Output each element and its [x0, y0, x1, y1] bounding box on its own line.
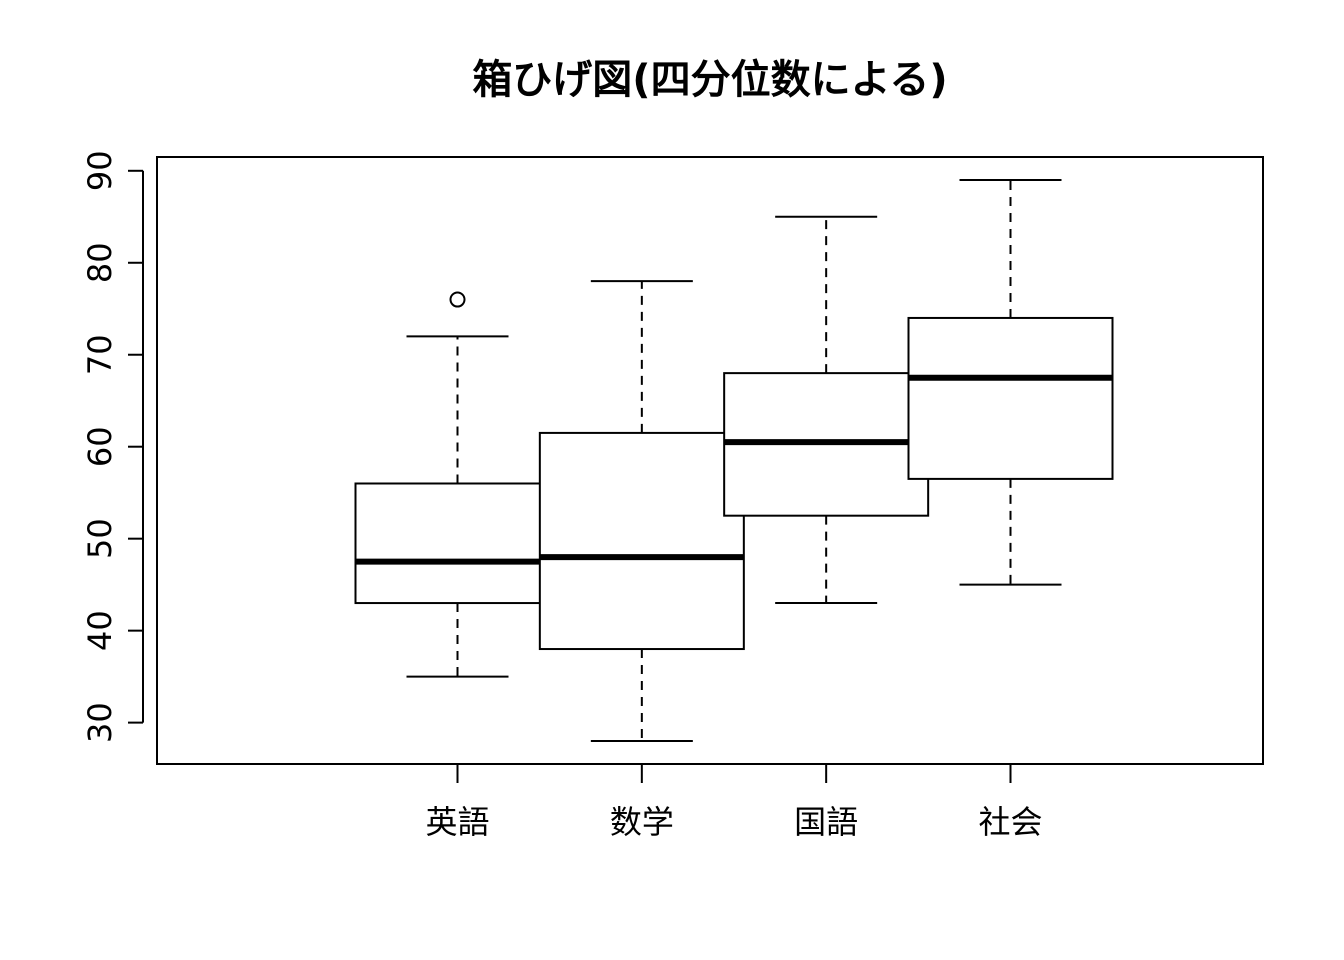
x-axis: 英語 数学 国語 社会 — [425, 764, 1043, 841]
box-2 — [723, 215, 930, 605]
iqr-box-1 — [538, 431, 745, 651]
y-axis: 30 40 50 60 70 80 90 — [81, 150, 144, 743]
y-tick-label-40: 40 — [81, 610, 119, 651]
x-tick-label-1: 数学 — [610, 803, 674, 841]
iqr-box-0 — [354, 482, 561, 605]
y-tick-label-60: 60 — [81, 426, 119, 467]
x-tick-label-3: 社会 — [978, 803, 1042, 841]
y-tick-label-80: 80 — [81, 242, 119, 283]
plot-frame — [156, 156, 1264, 765]
x-tick-label-0: 英語 — [425, 803, 489, 841]
chart-title: 箱ひげ図(四分位数による) — [472, 57, 947, 103]
box-0 — [354, 291, 561, 678]
y-tick-label-50: 50 — [81, 518, 119, 559]
boxes-group — [354, 178, 1114, 743]
box-1 — [538, 280, 745, 743]
box-3 — [907, 178, 1114, 586]
outlier-point-0-0 — [449, 291, 466, 308]
x-tick-label-2: 国語 — [794, 803, 858, 841]
iqr-box-3 — [907, 316, 1114, 480]
y-tick-label-70: 70 — [81, 334, 119, 375]
y-tick-label-30: 30 — [81, 702, 119, 743]
y-tick-label-90: 90 — [81, 150, 119, 191]
